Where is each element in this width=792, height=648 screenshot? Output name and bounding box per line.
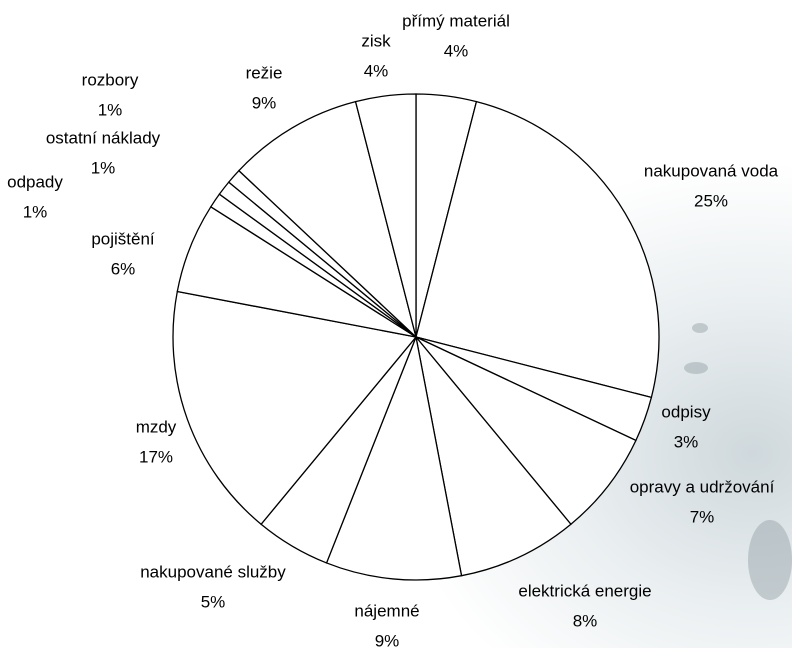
value-label: 1% [23,202,48,221]
slice-label: nakupovaná voda [644,161,779,180]
slice-label: opravy a udržování [630,477,775,496]
labels: přímý materiál 4% nakupovaná voda 25% odpisy… [7,11,779,648]
value-label: 9% [375,631,400,648]
value-label: 7% [690,507,715,526]
value-label: 1% [98,100,123,119]
slice-label: rozbory [82,70,139,89]
slice-label: nakupované služby [140,562,286,581]
value-label: 1% [91,158,116,177]
value-label: 4% [364,61,389,80]
slice-label: ostatní náklady [46,128,161,147]
slice [415,100,660,399]
slice-label: odpady [7,172,63,191]
slice-label: elektrická energie [518,581,651,600]
slice [415,336,572,577]
value-label: 6% [111,259,136,278]
pie [172,93,660,581]
slice [172,290,418,526]
value-label: 8% [573,611,598,630]
slice [237,100,418,340]
slice-label: mzdy [136,417,177,436]
value-label: 25% [694,191,728,210]
value-label: 17% [139,447,173,466]
slice [415,336,637,526]
slice-label: pojištění [91,229,155,248]
value-label: 5% [201,592,226,611]
slice-label: odpisy [661,402,711,421]
slice-label: přímý materiál [402,11,510,30]
slice [354,93,417,338]
value-label: 3% [674,432,699,451]
slice [325,334,463,581]
value-label: 9% [252,93,277,112]
slice-label: režie [246,63,283,82]
value-label: 4% [444,41,469,60]
slice-label: zisk [361,31,391,50]
slice-label: nájemné [354,601,419,620]
